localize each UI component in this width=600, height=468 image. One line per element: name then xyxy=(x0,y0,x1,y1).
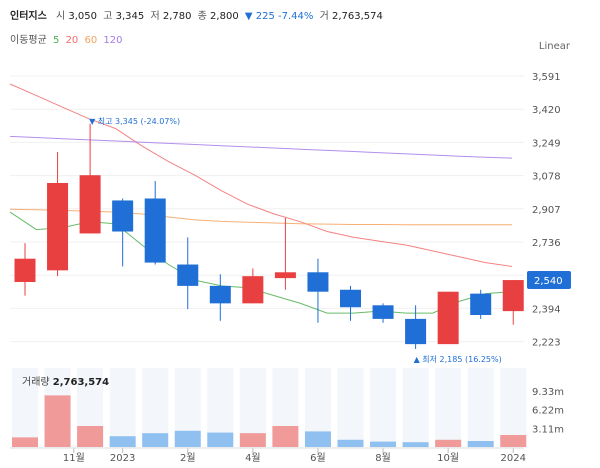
candle-body xyxy=(242,276,264,304)
x-tick-label: 11월 xyxy=(63,452,85,464)
price-tick-label: 3,078 xyxy=(532,172,561,183)
volume-bar xyxy=(77,426,104,447)
price-tick-label: 2,907 xyxy=(532,205,561,216)
volume-bar xyxy=(12,437,38,447)
price-tick-label: 3,249 xyxy=(532,138,561,149)
ma-label: 이동평균 xyxy=(10,35,47,46)
candle-body xyxy=(405,318,427,345)
volume-label: 거 xyxy=(319,11,329,22)
x-tick-label: 4월 xyxy=(245,452,261,464)
candle-body xyxy=(47,182,69,271)
moving-average-legend[interactable]: 이동평균 5 20 60 120 xyxy=(10,31,123,46)
candle-body xyxy=(437,291,459,345)
low-label: 저 xyxy=(150,11,160,22)
volume-tick-label: 9.33m xyxy=(532,387,564,398)
volume-band xyxy=(402,368,429,448)
open-label: 시 xyxy=(56,11,66,22)
candle-body xyxy=(372,305,394,319)
volume-band xyxy=(435,368,462,448)
volume-bar xyxy=(207,432,234,447)
volume-panel-value: 2,763,574 xyxy=(52,377,110,388)
volume-tick-label: 3.11m xyxy=(532,424,564,435)
volume-bar xyxy=(109,436,136,447)
x-tick-label: 10월 xyxy=(437,452,459,464)
price-tick-label: 3,591 xyxy=(532,72,561,83)
current-price-tag xyxy=(527,271,571,290)
volume-bar xyxy=(272,426,299,447)
volume-bar xyxy=(142,433,169,447)
volume-bar xyxy=(174,430,201,447)
candle-body xyxy=(112,200,134,232)
low-value: 2,780 xyxy=(162,11,192,22)
ma-120: 120 xyxy=(103,35,123,46)
candle-body xyxy=(470,293,492,316)
change-value: ▼ 225 -7.44% xyxy=(244,11,314,22)
price-tick-label: 2,736 xyxy=(532,238,561,249)
volume-band xyxy=(12,368,38,448)
volume-bar xyxy=(370,441,397,447)
volume-band xyxy=(109,368,136,448)
candle-body xyxy=(274,272,296,279)
high-value: 3,345 xyxy=(115,11,145,22)
volume-bar xyxy=(435,439,462,447)
volume-bar xyxy=(500,435,527,447)
volume-bar xyxy=(337,439,364,447)
candle-body xyxy=(340,289,361,308)
candle-body xyxy=(144,198,166,263)
x-tick-label: 2월 xyxy=(180,452,196,464)
volume-bar xyxy=(467,441,494,447)
low-annotation: ▲ 최저 2,185 (16.25%) xyxy=(414,354,502,364)
candle-body xyxy=(502,280,524,312)
ma-60: 60 xyxy=(84,35,98,46)
volume-band xyxy=(370,368,397,448)
candle-body xyxy=(14,258,36,282)
price-tick-label: 2,394 xyxy=(532,304,561,315)
current-price-label: 2,540 xyxy=(534,276,563,287)
candle-body xyxy=(177,264,199,286)
volume-panel-title: 거래량 xyxy=(22,377,50,388)
high-annotation: ▼ 최고 3,345 (-24.07%) xyxy=(89,116,180,126)
volume-tick-label: 6.22m xyxy=(532,406,564,417)
price-tick-label: 3,420 xyxy=(532,105,561,116)
x-tick-label: 8월 xyxy=(375,452,391,464)
ma-5: 5 xyxy=(53,35,60,46)
ma-20-line xyxy=(9,83,513,267)
volume-band xyxy=(500,368,527,448)
candle-body xyxy=(79,175,101,234)
candle-body xyxy=(307,272,329,292)
open-value: 3,050 xyxy=(68,11,98,22)
quote-header: 인터지스 시 3,050 고 3,345 저 2,780 종 2,800 ▼ 2… xyxy=(10,7,386,22)
ma-120-line xyxy=(9,135,513,159)
close-value: 2,800 xyxy=(210,11,239,22)
close-label: 종 xyxy=(197,11,207,22)
volume-bar xyxy=(239,433,266,447)
volume-bar xyxy=(44,395,71,447)
x-tick-label: 2023 xyxy=(110,453,135,464)
x-tick-label: 2024 xyxy=(501,453,526,464)
volume-bar xyxy=(304,431,331,447)
stock-name: 인터지스 xyxy=(10,11,47,22)
high-label: 고 xyxy=(103,11,113,22)
price-tick-label: 2,223 xyxy=(532,338,561,349)
volume-bar xyxy=(402,442,429,447)
volume-band xyxy=(337,368,364,448)
volume-panel-label: 거래량 2,763,574 xyxy=(22,373,109,388)
scale-mode-button[interactable]: Linear xyxy=(538,41,570,52)
candle-body xyxy=(209,285,231,304)
ma-20: 20 xyxy=(65,35,79,46)
volume-band xyxy=(467,368,494,448)
volume-value: 2,763,574 xyxy=(331,11,383,22)
x-tick-label: 6월 xyxy=(310,452,326,464)
